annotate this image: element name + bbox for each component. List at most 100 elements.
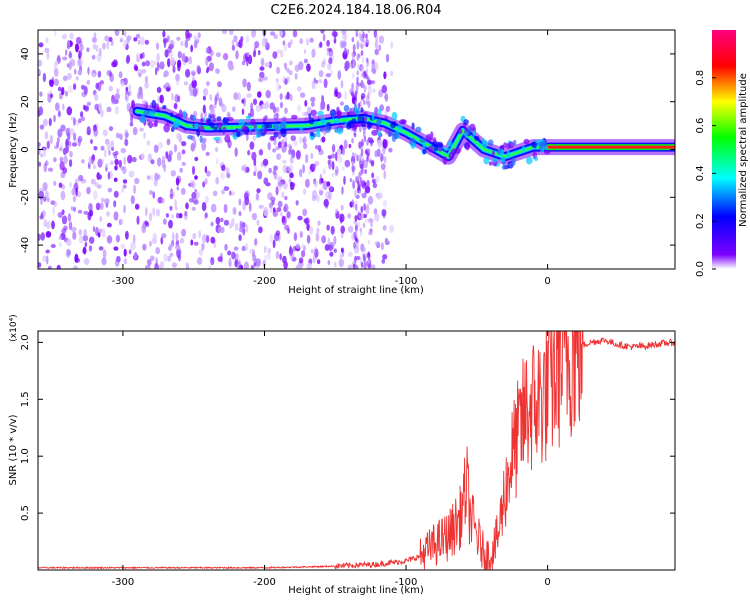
heatmap-noise-cell — [167, 255, 172, 262]
heatmap-noise-cell — [97, 174, 103, 180]
heatmap-noise-cell — [365, 63, 369, 69]
heatmap-noise-cell — [352, 93, 355, 102]
heatmap-noise-cell — [290, 181, 293, 186]
heatmap-noise-cell — [47, 167, 54, 172]
heatmap-noise-cell — [359, 153, 362, 160]
heatmap-noise-cell — [65, 49, 68, 56]
heatmap-noise-cell — [335, 208, 338, 214]
heatmap-ridge-cell — [312, 121, 318, 127]
heatmap-noise-cell — [215, 52, 221, 58]
heatmap-noise-cell — [194, 156, 199, 162]
heatmap-noise-cell — [289, 172, 294, 179]
heatmap-noise-cell — [206, 68, 209, 74]
heatmap-noise-cell — [365, 261, 369, 266]
heatmap-noise-cell — [384, 93, 389, 102]
heatmap-noise-cell — [276, 153, 282, 161]
heatmap-noise-cell — [122, 184, 127, 189]
heatmap-noise-cell — [356, 70, 360, 76]
heatmap-noise-cell — [188, 56, 193, 65]
heatmap-noise-cell — [205, 81, 210, 87]
heatmap-noise-cell — [360, 148, 364, 156]
heatmap-noise-cell — [362, 83, 366, 89]
heatmap-noise-cell — [322, 168, 326, 175]
heatmap-noise-cell — [275, 146, 280, 151]
heatmap-noise-cell — [325, 73, 332, 78]
heatmap-noise-cell — [152, 191, 155, 199]
colorbar-label: Normalized spectral amplitude — [738, 73, 749, 227]
heatmap-noise-cell — [120, 147, 127, 154]
heatmap-noise-cell — [279, 93, 283, 100]
heatmap-noise-cell — [341, 166, 345, 171]
heatmap-noise-cell — [295, 200, 299, 206]
heatmap-noise-cell — [232, 106, 236, 112]
heatmap-noise-cell — [136, 215, 140, 225]
heatmap-ridge-cell — [216, 116, 222, 121]
heatmap-noise-cell — [111, 98, 117, 105]
heatmap-noise-cell — [204, 178, 208, 185]
heatmap-noise-cell — [157, 196, 163, 204]
heatmap-ridge-cell — [390, 121, 397, 129]
heatmap-noise-cell — [84, 242, 88, 247]
heatmap-noise-cell — [275, 186, 279, 196]
heatmap-noise-cell — [202, 181, 206, 188]
heatmap-ridge-cell — [455, 147, 461, 154]
heatmap-noise-cell — [321, 95, 324, 102]
snr-y-tick-label: 2.0 — [20, 334, 31, 350]
heatmap-noise-cell — [108, 149, 111, 156]
heatmap-noise-cell — [333, 36, 337, 44]
heatmap-noise-cell — [270, 31, 276, 36]
heatmap-noise-cell — [257, 49, 261, 56]
heatmap-noise-cell — [159, 261, 165, 269]
heatmap-noise-cell — [56, 264, 61, 269]
heatmap-noise-cell — [113, 211, 119, 221]
heatmap-ridge-cell — [291, 114, 298, 120]
heatmap-noise-cell — [110, 160, 114, 166]
heatmap-ridge-cell — [198, 125, 205, 133]
heatmap-noise-cell — [318, 79, 323, 84]
heatmap-noise-cell — [208, 62, 214, 72]
heatmap-noise-cell — [275, 230, 281, 236]
heatmap-noise-cell — [360, 261, 364, 268]
heatmap-noise-cell — [378, 44, 382, 52]
heatmap-noise-cell — [130, 241, 136, 251]
heatmap-noise-cell — [346, 49, 350, 55]
heatmap-noise-cell — [241, 60, 246, 66]
heatmap-noise-cell — [381, 209, 387, 217]
heatmap-noise-cell — [296, 86, 302, 92]
heatmap-noise-cell — [312, 189, 318, 199]
heatmap-noise-cell — [69, 159, 73, 168]
heatmap-noise-cell — [123, 156, 126, 166]
heatmap-noise-cell — [202, 88, 209, 96]
heatmap-noise-cell — [144, 265, 151, 269]
heatmap-noise-cell — [268, 61, 273, 69]
heatmap-noise-cell — [298, 257, 304, 264]
heatmap-noise-cell — [126, 38, 130, 45]
heatmap-noise-cell — [330, 69, 334, 75]
heatmap-noise-cell — [348, 225, 354, 233]
heatmap-noise-cell — [222, 53, 229, 61]
heatmap-ridge-cell — [425, 133, 432, 143]
heatmap-ridge-cell — [279, 122, 287, 131]
heatmap-noise-cell — [168, 150, 173, 157]
heatmap-noise-cell — [371, 67, 376, 74]
heatmap-ridge-cell — [343, 104, 350, 112]
heatmap-noise-cell — [167, 58, 171, 68]
heatmap-noise-cell — [61, 215, 68, 225]
heatmap-noise-cell — [58, 235, 62, 240]
heatmap-noise-cell — [327, 63, 332, 71]
heatmap-noise-cell — [114, 93, 121, 100]
heatmap-noise-cell — [265, 90, 272, 99]
heatmap-ridge-cell — [319, 127, 324, 132]
heatmap-noise-cell — [61, 33, 67, 40]
heatmap-noise-cell — [223, 203, 228, 214]
heatmap-noise-cell — [288, 70, 293, 76]
heatmap-noise-cell — [217, 81, 222, 88]
heatmap-noise-cell — [61, 86, 65, 96]
heatmap-noise-cell — [312, 163, 316, 170]
heatmap-noise-cell — [165, 151, 168, 159]
heatmap-noise-cell — [357, 210, 361, 219]
heatmap-noise-cell — [44, 47, 50, 53]
heatmap-noise-cell — [261, 103, 267, 110]
heatmap-noise-cell — [238, 234, 242, 242]
